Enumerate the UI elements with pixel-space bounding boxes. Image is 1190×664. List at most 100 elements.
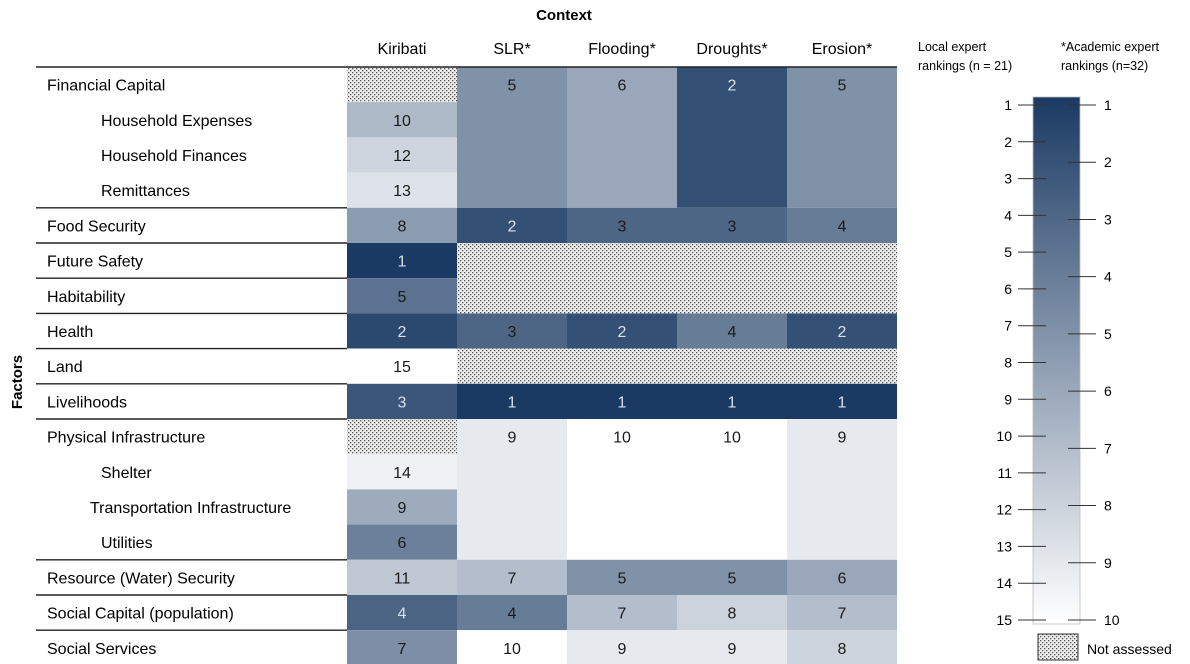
legend-academic-tick-label: 7 [1104,440,1112,456]
legend-local-tick-label: 10 [996,428,1012,444]
kiribati-cell [347,278,457,314]
legend-academic-tick-label: 5 [1104,326,1112,342]
academic-cell-value: 2 [838,324,847,341]
academic-cell-value: 1 [728,394,737,411]
academic-cell-value: 3 [728,218,737,235]
kiribati-cell [347,207,457,243]
academic-cell [677,630,787,664]
legend-local-tick-label: 9 [1004,391,1012,407]
academic-cell-value: 10 [723,430,741,447]
academic-cell-value: 2 [618,324,627,341]
academic-cell-not-assessed [787,348,897,384]
academic-cell [787,419,897,560]
academic-cell-not-assessed [677,278,787,314]
row-label-food-security: Food Security [47,218,146,235]
row-label-transportation-infrastructure: Transportation Infrastructure [90,500,291,517]
kiribati-cell-value: 8 [398,218,407,235]
legend-local-tick-label: 1 [1004,97,1012,113]
row-label-social-capital-population: Social Capital (population) [47,606,234,623]
legend-local-tick-label: 8 [1004,355,1012,371]
legend-academic-tick-label: 9 [1104,555,1112,571]
legend-academic-tick-label: 8 [1104,498,1112,514]
legend-local-title-line1: Local expert [918,40,987,54]
academic-cell-value: 2 [728,78,737,95]
academic-cell-value: 8 [728,606,737,623]
academic-cell-value: 9 [728,641,737,658]
legend-academic-tick-label: 3 [1104,211,1112,227]
academic-cell-value: 7 [508,570,517,587]
academic-cell [457,313,567,349]
academic-cell-value: 4 [838,218,847,235]
academic-cell [787,595,897,631]
kiribati-cell [347,348,457,384]
kiribati-cell [347,383,457,419]
academic-cell-value: 9 [508,430,517,447]
academic-cell [677,383,787,419]
academic-cell [457,383,567,419]
academic-cell-not-assessed [787,243,897,279]
academic-cell [457,207,567,243]
kiribati-cell-value: 4 [398,606,407,623]
kiribati-cell [347,524,457,560]
legend-academic-tick-label: 4 [1104,269,1112,285]
kiribati-cell-value: 10 [393,113,411,130]
legend-academic-tick-label: 10 [1104,612,1120,628]
column-header-droughts: Droughts* [696,41,767,58]
kiribati-cell [347,313,457,349]
legend-local-tick-label: 12 [996,502,1012,518]
academic-cell-value: 4 [508,606,517,623]
academic-cell [567,67,677,208]
academic-cell-value: 9 [618,641,627,658]
academic-cell-value: 5 [728,570,737,587]
legend-local-tick-label: 4 [1004,207,1012,223]
row-label-resource-water-security: Resource (Water) Security [47,570,235,587]
legend-local-title-line2: rankings (n = 21) [918,59,1012,73]
academic-cell-not-assessed [677,243,787,279]
kiribati-cell-value: 2 [398,324,407,341]
academic-cell [787,630,897,664]
row-label-health: Health [47,324,93,341]
legend-local-tick-label: 13 [996,538,1012,554]
academic-cell-value: 7 [838,606,847,623]
row-label-social-services: Social Services [47,641,156,658]
academic-cell [567,383,677,419]
kiribati-cell [347,595,457,631]
row-label-shelter: Shelter [101,465,152,482]
legend-local-tick-label: 15 [996,612,1012,628]
academic-cell [457,419,567,560]
academic-cell [457,67,567,208]
legend-local-tick-label: 7 [1004,318,1012,334]
kiribati-cell [347,172,457,208]
legend-academic-tick-label: 6 [1104,383,1112,399]
row-label-land: Land [47,359,83,376]
academic-cell-value: 1 [838,394,847,411]
academic-cell [457,559,567,595]
kiribati-cell-value: 14 [393,465,411,482]
legend-not-assessed-label: Not assessed [1087,641,1172,657]
academic-cell-not-assessed [567,348,677,384]
kiribati-cell [347,630,457,664]
academic-cell-not-assessed [457,348,567,384]
academic-cell [677,419,787,560]
legend-color-bar [1032,96,1081,625]
academic-cell-value: 4 [728,324,737,341]
row-label-utilities: Utilities [101,535,153,552]
kiribati-cell-not-assessed [347,67,457,103]
legend-not-assessed-swatch [1037,633,1079,661]
academic-cell-value: 8 [838,641,847,658]
kiribati-cell [347,559,457,595]
academic-cell [787,207,897,243]
kiribati-cell-value: 12 [393,148,411,165]
academic-cell [677,67,787,208]
legend-local-tick-label: 2 [1004,134,1012,150]
academic-cell-not-assessed [457,278,567,314]
academic-cell-value: 6 [838,570,847,587]
kiribati-cell [347,454,457,490]
academic-cell [567,559,677,595]
kiribati-cell-value: 6 [398,535,407,552]
legend-local-tick-label: 5 [1004,244,1012,260]
kiribati-cell-value: 7 [398,641,407,658]
academic-cell-not-assessed [567,243,677,279]
row-label-habitability: Habitability [47,289,125,306]
